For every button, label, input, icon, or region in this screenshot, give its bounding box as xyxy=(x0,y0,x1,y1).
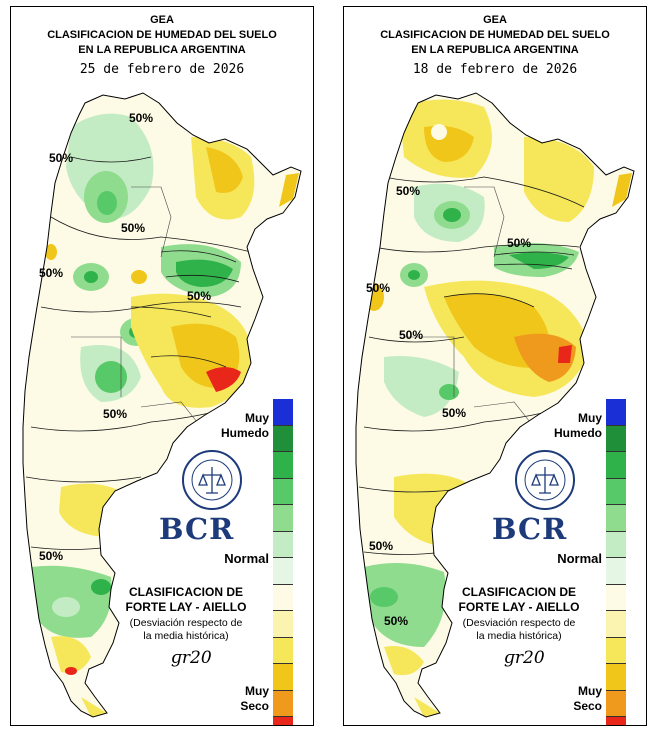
legend-bottom-label: Muy Seco xyxy=(240,684,269,713)
legend-swatch xyxy=(273,558,293,585)
contour-label: 50% xyxy=(507,236,531,250)
legend-swatch xyxy=(606,505,626,532)
legend-swatch xyxy=(273,531,293,558)
contour-label: 50% xyxy=(49,151,73,165)
map-title-line1: CLASIFICACION DE HUMEDAD DEL SUELO xyxy=(380,29,610,41)
contour-label: 50% xyxy=(187,289,211,303)
contour-label: 50% xyxy=(103,407,127,421)
contour-label: 50% xyxy=(121,221,145,235)
soil-moisture-map-panel-right: 50% 50% 50% 50% 50% 50% 50% GEA CLASIFIC… xyxy=(343,6,647,726)
classification-title: CLASIFICACION DE FORTE LAY - AIELLO xyxy=(125,585,247,614)
soil-moisture-map-right: 50% 50% 50% 50% 50% 50% 50% xyxy=(355,92,635,718)
legend-bottom-label: Muy Seco xyxy=(573,684,602,713)
legend-color-scale xyxy=(606,399,626,725)
legend-swatch xyxy=(606,637,626,664)
legend-swatch xyxy=(273,637,293,664)
legend-swatch xyxy=(273,452,293,479)
legend-swatch xyxy=(606,399,626,426)
legend-swatch xyxy=(273,425,293,452)
contour-label: 50% xyxy=(384,614,408,628)
map-title-line1: CLASIFICACION DE HUMEDAD DEL SUELO xyxy=(47,29,277,41)
legend-swatch xyxy=(606,425,626,452)
legend-swatch xyxy=(273,717,293,725)
map-title-line2: EN LA REPUBLICA ARGENTINA xyxy=(411,44,579,56)
bcr-seal-icon xyxy=(515,450,575,510)
legend-middle-label: Normal xyxy=(557,551,602,566)
contour-label: 50% xyxy=(442,406,466,420)
contour-label: 50% xyxy=(366,281,390,295)
map-date: 25 de febrero de 2026 xyxy=(79,62,245,77)
legend-swatch xyxy=(606,478,626,505)
legend-swatch xyxy=(273,664,293,691)
soil-moisture-map-left: 50% 50% 50% 50% 50% 50% 50% xyxy=(22,92,302,718)
legend-swatch xyxy=(606,717,626,725)
contour-label: 50% xyxy=(129,111,153,125)
bcr-seal-icon xyxy=(182,450,242,510)
legend-swatch xyxy=(606,531,626,558)
classification-title: CLASIFICACION DE FORTE LAY - AIELLO xyxy=(458,585,580,614)
map-date: 18 de febrero de 2026 xyxy=(412,62,578,77)
legend-top-label: Muy Humedo xyxy=(221,411,269,440)
contour-label: 50% xyxy=(39,266,63,280)
legend-swatch xyxy=(273,690,293,717)
legend-swatch xyxy=(273,399,293,426)
legend-swatch xyxy=(606,452,626,479)
org-name: GEA xyxy=(483,14,507,26)
signature: ɡr20 xyxy=(171,648,212,668)
org-name: GEA xyxy=(150,14,174,26)
legend-swatch xyxy=(606,584,626,611)
legend-swatch xyxy=(273,584,293,611)
classification-note: (Desviación respecto de la media históric… xyxy=(462,617,576,642)
soil-moisture-map-panel-left: 50% 50% 50% 50% 50% 50% 50% GEA CLASIFIC… xyxy=(10,6,314,726)
legend-middle-label: Normal xyxy=(224,551,269,566)
legend-swatch xyxy=(273,505,293,532)
legend-top-label: Muy Humedo xyxy=(554,411,602,440)
legend-swatch xyxy=(606,558,626,585)
legend-color-scale xyxy=(273,399,293,725)
legend-swatch xyxy=(273,611,293,638)
contour-label: 50% xyxy=(369,539,393,553)
legend-swatch xyxy=(606,690,626,717)
legend-swatch xyxy=(606,611,626,638)
contour-label: 50% xyxy=(396,184,420,198)
classification-note: (Desviación respecto de la media históric… xyxy=(129,617,243,642)
legend-swatch xyxy=(606,664,626,691)
legend-swatch xyxy=(273,478,293,505)
bcr-logo: BCR xyxy=(159,512,235,546)
contour-label: 50% xyxy=(399,328,423,342)
bcr-logo: BCR xyxy=(492,512,568,546)
contour-label: 50% xyxy=(39,549,63,563)
map-title-line2: EN LA REPUBLICA ARGENTINA xyxy=(78,44,246,56)
signature: ɡr20 xyxy=(504,648,545,668)
